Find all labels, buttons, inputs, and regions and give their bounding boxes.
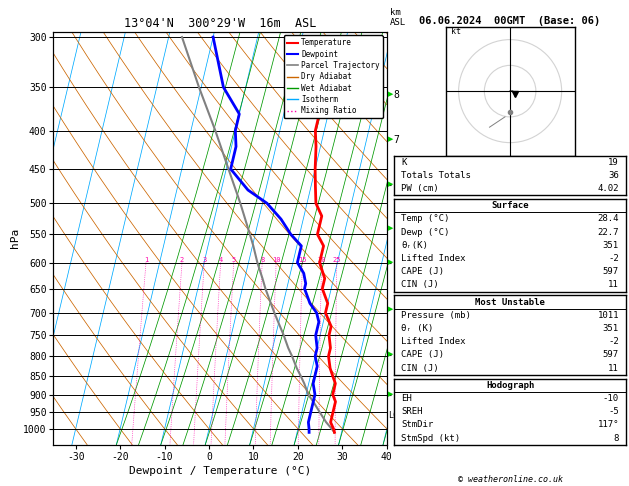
Text: ▶: ▶ [388,182,394,188]
Title: 13°04'N  300°29'W  16m  ASL: 13°04'N 300°29'W 16m ASL [124,17,316,31]
Text: ▶: ▶ [388,136,394,142]
Text: StmSpd (kt): StmSpd (kt) [401,434,460,443]
Text: Surface: Surface [491,201,529,210]
Text: 11: 11 [608,364,619,373]
Text: 351: 351 [603,241,619,250]
Text: StmDir: StmDir [401,420,433,429]
Text: Lifted Index: Lifted Index [401,337,466,346]
Text: CAPE (J): CAPE (J) [401,267,444,276]
Text: CAPE (J): CAPE (J) [401,350,444,360]
Text: 3: 3 [202,257,206,262]
Text: 2: 2 [180,257,184,262]
Text: ▶: ▶ [388,260,394,266]
Text: 28.4: 28.4 [598,214,619,224]
Text: Temp (°C): Temp (°C) [401,214,450,224]
Text: CIN (J): CIN (J) [401,280,439,290]
Text: 597: 597 [603,350,619,360]
Text: 06.06.2024  00GMT  (Base: 06): 06.06.2024 00GMT (Base: 06) [420,16,601,26]
Text: -5: -5 [608,407,619,416]
Text: 4: 4 [218,257,223,262]
Text: 1011: 1011 [598,311,619,320]
Text: 5: 5 [231,257,236,262]
Text: CIN (J): CIN (J) [401,364,439,373]
Text: ▶: ▶ [388,351,394,358]
Text: -10: -10 [603,394,619,403]
Text: 25: 25 [333,257,341,262]
Text: Pressure (mb): Pressure (mb) [401,311,471,320]
X-axis label: Dewpoint / Temperature (°C): Dewpoint / Temperature (°C) [129,466,311,476]
Text: km
ASL: km ASL [390,8,406,27]
Text: Lifted Index: Lifted Index [401,254,466,263]
Text: 117°: 117° [598,420,619,429]
Text: -2: -2 [608,254,619,263]
Text: ▶: ▶ [388,91,394,97]
Text: ▶: ▶ [388,306,394,312]
Text: 8: 8 [260,257,264,262]
Text: θᵣ (K): θᵣ (K) [401,324,433,333]
Text: 19: 19 [608,157,619,167]
Text: kt: kt [451,27,461,36]
Text: 597: 597 [603,267,619,276]
Y-axis label: hPa: hPa [10,228,20,248]
Text: Totals Totals: Totals Totals [401,171,471,180]
Text: 4.02: 4.02 [598,184,619,193]
Text: ▶: ▶ [388,226,394,231]
Legend: Temperature, Dewpoint, Parcel Trajectory, Dry Adiabat, Wet Adiabat, Isotherm, Mi: Temperature, Dewpoint, Parcel Trajectory… [284,35,383,118]
Text: 8: 8 [613,434,619,443]
Text: PW (cm): PW (cm) [401,184,439,193]
Text: 351: 351 [603,324,619,333]
Text: SREH: SREH [401,407,423,416]
Text: Hodograph: Hodograph [486,381,534,390]
Text: 1: 1 [144,257,148,262]
Text: 22.7: 22.7 [598,227,619,237]
Text: 10: 10 [272,257,281,262]
Text: -2: -2 [608,337,619,346]
Text: 36: 36 [608,171,619,180]
Text: LCL: LCL [389,411,403,420]
Text: θᵣ(K): θᵣ(K) [401,241,428,250]
Text: K: K [401,157,407,167]
Text: 20: 20 [317,257,326,262]
Text: © weatheronline.co.uk: © weatheronline.co.uk [458,474,562,484]
Text: Dewp (°C): Dewp (°C) [401,227,450,237]
Text: 11: 11 [608,280,619,290]
Text: 15: 15 [298,257,306,262]
Text: EH: EH [401,394,412,403]
Text: ▶: ▶ [388,392,394,398]
Text: Most Unstable: Most Unstable [475,297,545,307]
